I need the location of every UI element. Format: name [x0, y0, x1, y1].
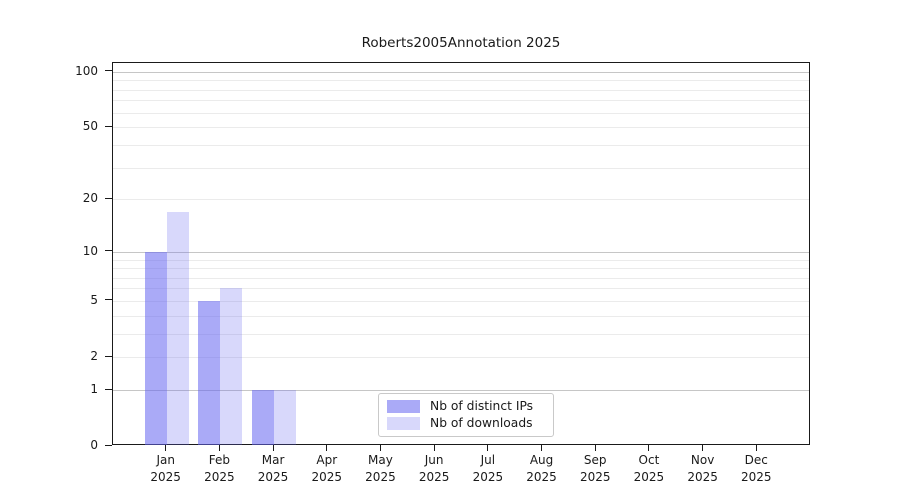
x-tick-mark [594, 445, 596, 451]
x-tick-mark [487, 445, 489, 451]
x-tick-mark [326, 445, 328, 451]
gridline-minor [113, 277, 809, 279]
gridline-minor [113, 112, 809, 114]
y-tick-mark [105, 444, 112, 446]
x-tick-label: Oct 2025 [633, 453, 665, 484]
legend-item-downloads: Nb of downloads [387, 416, 545, 430]
chart-title: Roberts2005Annotation 2025 [361, 35, 561, 51]
y-tick-label: 2 [90, 349, 98, 364]
gridline-major [113, 251, 809, 253]
x-tick-mark [379, 445, 381, 451]
plot-area [112, 62, 810, 445]
legend-swatch-distinct-ips-icon [387, 399, 420, 413]
gridline-minor [113, 315, 809, 317]
bar-downloads [220, 288, 243, 445]
x-tick-label: Jun 2025 [418, 453, 450, 484]
y-tick-label: 20 [82, 191, 98, 206]
x-tick-label: Sep 2025 [579, 453, 611, 484]
x-tick-mark [702, 445, 704, 451]
y-tick-mark [105, 70, 112, 72]
x-tick-label: Aug 2025 [526, 453, 557, 484]
y-tick-label: 10 [82, 243, 98, 258]
gridline-minor [113, 127, 809, 129]
x-tick-label: May 2025 [365, 453, 396, 484]
gridline-minor [113, 144, 809, 146]
legend-label-distinct-ips: Nb of distinct IPs [430, 399, 534, 413]
x-tick-label: Jul 2025 [472, 453, 504, 484]
legend-swatch-downloads-icon [387, 416, 420, 430]
y-tick-mark [105, 388, 112, 390]
y-tick-label: 1 [90, 382, 98, 397]
gridline-minor [113, 259, 809, 261]
y-tick-label: 0 [90, 438, 98, 452]
x-tick-label: Jan 2025 [150, 453, 181, 484]
bar-downloads [166, 211, 189, 445]
x-tick-mark [541, 445, 543, 451]
legend-label-downloads: Nb of downloads [430, 416, 533, 430]
bar-distinct-ips [144, 251, 167, 445]
x-tick-label: Dec 2025 [741, 453, 772, 484]
bar-downloads [274, 390, 297, 445]
y-tick-label: 100 [75, 63, 98, 78]
bars-layer [113, 63, 809, 445]
legend-item-distinct-ips: Nb of distinct IPs [387, 399, 545, 413]
gridline-minor [113, 268, 809, 270]
gridline-minor [113, 167, 809, 169]
x-tick-mark [165, 445, 167, 451]
gridline-minor [113, 300, 809, 302]
gridlines-layer [113, 63, 809, 444]
gridline-major [113, 390, 809, 392]
x-tick-mark [648, 445, 650, 451]
y-tick-label: 5 [90, 292, 98, 307]
gridline-minor [113, 89, 809, 91]
x-tick-label: Mar 2025 [257, 453, 289, 484]
y-tick-mark [105, 355, 112, 357]
gridline-minor [113, 199, 809, 201]
gridline-minor [113, 333, 809, 335]
x-tick-label: Feb 2025 [204, 453, 235, 484]
x-tick-mark [755, 445, 757, 451]
gridline-minor [113, 357, 809, 359]
gridline-minor [113, 100, 809, 102]
y-tick-mark [105, 250, 112, 252]
y-tick-mark [105, 197, 112, 199]
bar-distinct-ips [198, 300, 221, 445]
gridline-major [113, 71, 809, 73]
x-tick-mark [218, 445, 220, 451]
gridline-minor [113, 80, 809, 82]
y-tick-label: 50 [82, 119, 98, 134]
x-tick-label: Apr 2025 [311, 453, 343, 484]
x-tick-mark [433, 445, 435, 451]
legend: Nb of distinct IPs Nb of downloads [378, 393, 554, 437]
x-tick-label: Nov 2025 [687, 453, 718, 484]
y-tick-mark [105, 299, 112, 301]
x-tick-mark [272, 445, 274, 451]
gridline-minor [113, 288, 809, 290]
y-tick-mark [105, 125, 112, 127]
bar-distinct-ips [252, 390, 275, 445]
